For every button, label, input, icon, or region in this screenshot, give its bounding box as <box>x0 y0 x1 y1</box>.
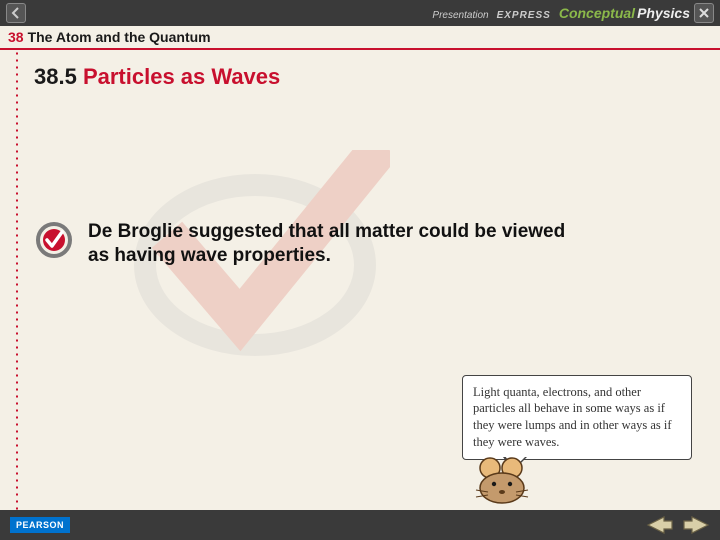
section-number: 38.5 <box>34 64 77 89</box>
chapter-title: The Atom and the Quantum <box>28 29 211 45</box>
body-text: De Broglie suggested that all matter cou… <box>88 220 568 268</box>
top-bar: Presentation EXPRESS Conceptual Physics <box>0 0 720 26</box>
back-icon[interactable] <box>6 3 26 23</box>
body-row: De Broglie suggested that all matter cou… <box>34 220 690 268</box>
section-title: Particles as Waves <box>83 64 280 89</box>
dotted-rule <box>16 50 18 510</box>
next-arrow-icon[interactable] <box>682 515 710 535</box>
close-icon[interactable] <box>694 3 714 23</box>
brand-express-label: EXPRESS <box>497 10 551 21</box>
mouse-icon <box>470 454 540 504</box>
chapter-bar: 38 The Atom and the Quantum <box>0 26 720 50</box>
top-bar-right: Presentation EXPRESS Conceptual Physics <box>432 3 714 23</box>
top-bar-left <box>6 3 26 23</box>
brand: Presentation EXPRESS Conceptual Physics <box>432 5 690 21</box>
callout: Light quanta, electrons, and other parti… <box>462 375 692 461</box>
brand-conceptual-label: Conceptual <box>559 5 635 21</box>
prev-arrow-icon[interactable] <box>646 515 674 535</box>
brand-presentation-label: Presentation <box>432 10 488 21</box>
nav-arrows <box>646 515 710 535</box>
callout-text: Light quanta, electrons, and other parti… <box>473 385 672 450</box>
publisher-badge: PEARSON <box>10 517 70 533</box>
brand-physics-label: Physics <box>637 5 690 21</box>
concept-check-icon <box>34 220 74 265</box>
speech-bubble: Light quanta, electrons, and other parti… <box>462 375 692 461</box>
content-area: 38.5 Particles as Waves De Broglie sugge… <box>0 50 720 510</box>
section-heading: 38.5 Particles as Waves <box>34 64 690 90</box>
bottom-bar: PEARSON <box>0 510 720 540</box>
chapter-number: 38 <box>8 29 24 45</box>
